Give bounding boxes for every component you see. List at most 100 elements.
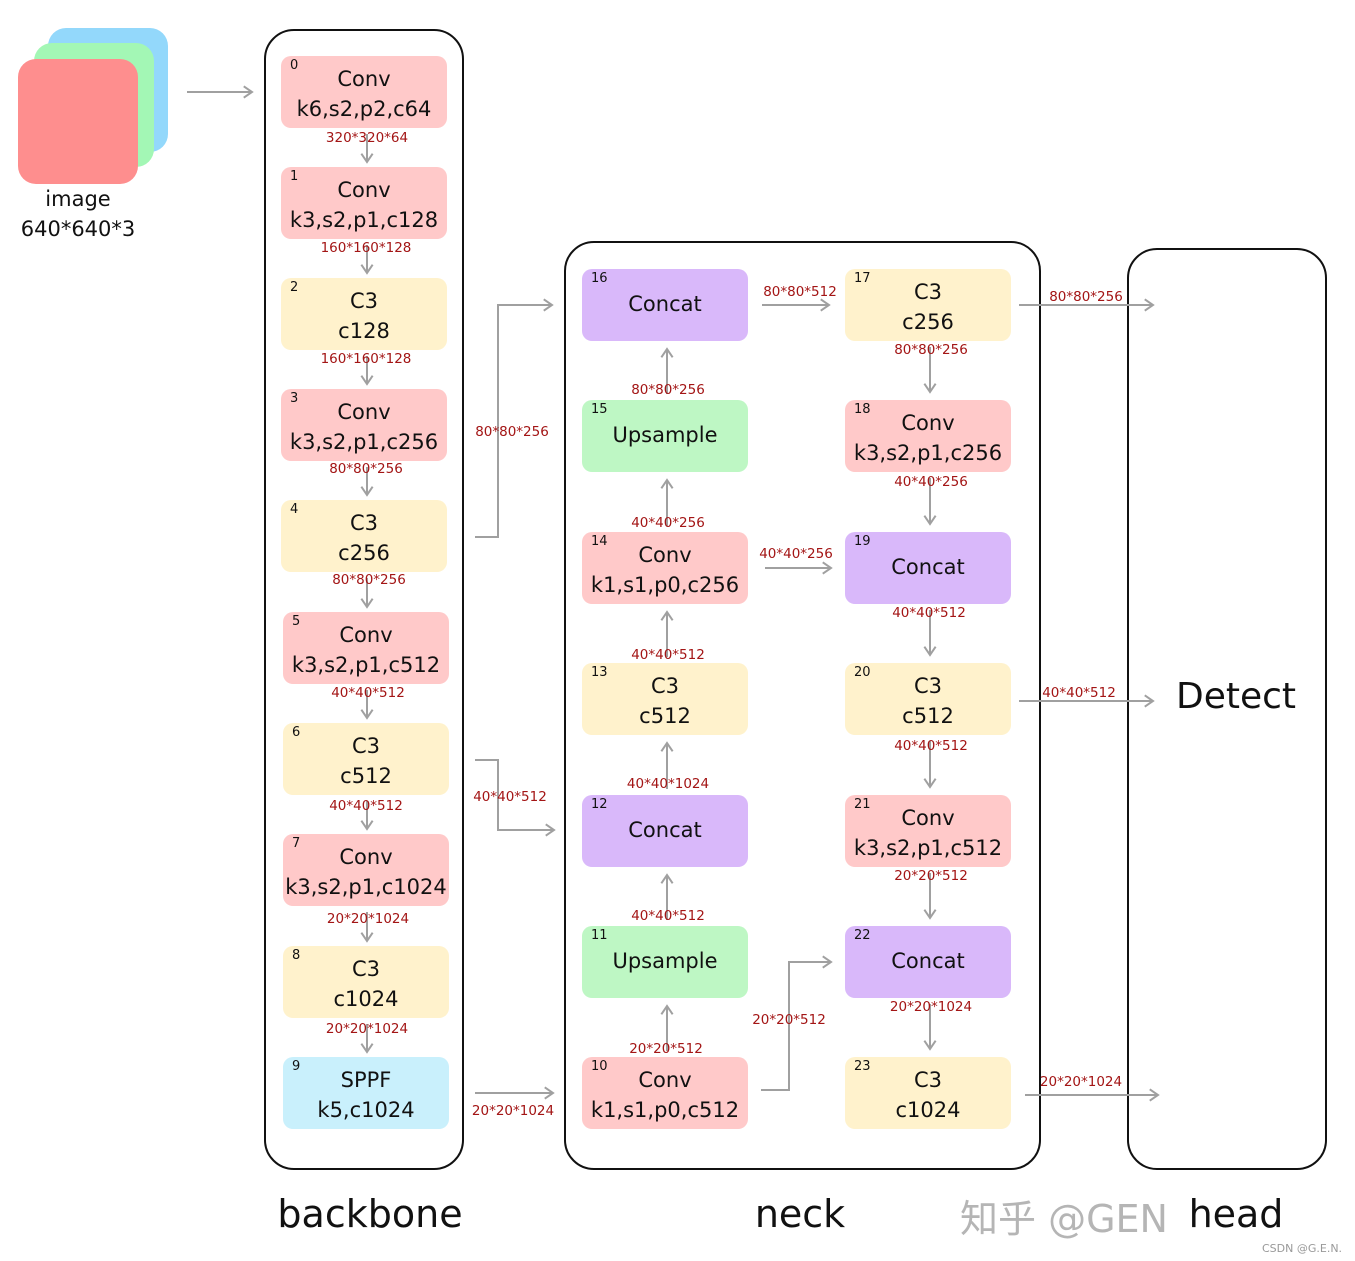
arrow-head [660,1004,674,1015]
layer-17-c3: 17 C3 c256 [845,269,1011,341]
arrow-head [544,1086,555,1100]
image-channel-red [18,59,138,184]
tensor-shape-label: 40*40*256 [631,515,705,531]
layer-8-c3: 8 C3 c1024 [283,946,449,1018]
layer-type: Concat [628,292,702,316]
layer-params: c128 [338,319,390,343]
arrow-head [822,561,833,575]
layer-params: k3,s2,p1,c512 [291,653,441,677]
layer-13-c3: 13 C3 c512 [582,663,748,735]
tensor-shape-label: 320*320*64 [325,130,409,146]
tensor-shape-label: 160*160*128 [320,240,412,256]
arrow-head [1149,1088,1160,1102]
tensor-shape-label: 40*40*512 [331,685,405,701]
layer-index: 20 [854,665,871,680]
arrow-head [360,932,374,943]
tensor-shape-label: 40*40*512 [892,605,966,621]
arrow [475,304,552,538]
layer-2-c3: 2 C3 c128 [281,278,447,350]
arrow-head [360,598,374,609]
layer-12-concat: 12 Concat [582,795,748,867]
backbone-title: backbone [277,1192,463,1236]
arrow-head [543,298,554,312]
layer-type: Upsample [612,949,718,973]
layer-index: 3 [290,391,299,406]
tensor-shape-label: 80*80*256 [329,461,403,477]
layer-index: 5 [292,614,301,629]
layer-type: Concat [891,555,965,579]
layer-14-conv: 14 Conv k1,s1,p0,c256 [582,532,748,604]
layer-params: c256 [338,541,390,565]
arrow-head [1144,298,1155,312]
layer-type: Conv [339,845,393,869]
layer-params: c512 [340,764,392,788]
layer-19-concat: 19 Concat [845,532,1011,604]
layer-index: 7 [292,836,301,851]
arrow [475,759,554,831]
layer-index: 11 [591,928,608,943]
layer-type: Upsample [612,423,718,447]
layer-index: 22 [854,928,871,943]
tensor-shape-label: 80*80*256 [1049,289,1123,305]
layer-index: 17 [854,271,871,286]
arrow-head [923,1040,937,1051]
tensor-shape-label: 20*20*512 [629,1041,703,1057]
layer-type: Conv [901,806,955,830]
arrow-head [923,383,937,394]
tensor-shape-label: 80*80*256 [894,342,968,358]
arrow-head [822,955,833,969]
tensor-shape-label: 80*80*256 [475,424,549,440]
input-label: image [45,187,111,211]
tensor-shape-label: 20*20*1024 [325,1021,409,1037]
layer-index: 12 [591,797,608,812]
layer-params: c1024 [895,1098,961,1122]
layer-type: Conv [337,178,391,202]
head-container [1127,248,1327,1170]
layer-type: C3 [913,674,943,698]
tensor-shape-label: 160*160*128 [320,351,412,367]
layer-index: 2 [290,280,299,295]
layer-type: Conv [638,1068,692,1092]
tensor-shape-label: 20*20*1024 [1039,1074,1123,1090]
layer-type: Concat [628,818,702,842]
layer-15-upsample: 15 Upsample [582,400,748,472]
tensor-shape-label: 20*20*1024 [326,911,410,927]
layer-params: c1024 [333,987,399,1011]
tensor-shape-label: 40*40*512 [1042,685,1116,701]
tensor-shape-label: 40*40*256 [894,474,968,490]
layer-params: k3,s2,p1,c128 [289,208,439,232]
neck-title: neck [754,1192,846,1236]
arrow-head [660,873,674,884]
layer-params: k5,c1024 [317,1098,415,1122]
layer-index: 8 [292,948,301,963]
arrow-head [1144,694,1155,708]
layer-params: c256 [902,310,954,334]
layer-type: C3 [913,280,943,304]
arrow-head [660,478,674,489]
layer-type: C3 [351,734,381,758]
layer-index: 6 [292,725,301,740]
layer-type: C3 [349,511,379,535]
arrow-head [360,375,374,386]
arrow-head [923,778,937,789]
layer-params: k1,s1,p0,c256 [590,573,740,597]
arrow-head [360,709,374,720]
tensor-shape-label: 40*40*512 [631,908,705,924]
layer-index: 21 [854,797,871,812]
layer-type: C3 [351,957,381,981]
layer-params: k3,s2,p1,c512 [853,836,1003,860]
layer-21-conv: 21 Conv k3,s2,p1,c512 [845,795,1011,867]
tensor-shape-label: 20*20*512 [894,868,968,884]
layer-type: Conv [337,400,391,424]
arrow-head [360,1043,374,1054]
tensor-shape-label: 40*40*256 [759,546,833,562]
layer-type: C3 [349,289,379,313]
layer-type: SPPF [340,1068,392,1092]
arrow-head [360,153,374,164]
layer-22-concat: 22 Concat [845,926,1011,998]
backbone-container [264,29,464,1170]
layer-index: 4 [290,502,299,517]
layer-params: c512 [639,704,691,728]
tensor-shape-label: 80*80*256 [631,382,705,398]
tensor-shape-label: 40*40*1024 [626,776,710,792]
